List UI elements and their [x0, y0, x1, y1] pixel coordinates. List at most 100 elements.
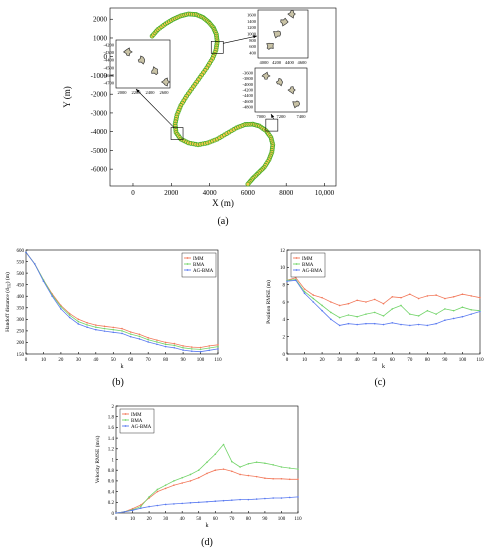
y-tick-label-b: 150	[17, 353, 25, 358]
data-point-imm	[409, 293, 411, 296]
y-tick-label-a: -6000	[91, 166, 108, 174]
x-tick-label-a: 4000	[203, 189, 218, 197]
trajectory-point	[245, 181, 251, 187]
inset-x-tick-label: 2200	[132, 90, 142, 95]
data-point-imm	[382, 302, 385, 305]
y-axis-label-d: Velocity RMSE (m/s)	[94, 436, 101, 484]
data-point-ag-bma	[189, 502, 192, 504]
data-point-ag-bma	[297, 496, 299, 498]
legend-marker-ag-bma	[186, 269, 189, 271]
inset-y-tick-label: 1200	[247, 25, 257, 30]
data-point-ag-bma	[156, 343, 158, 346]
x-tick-label-b: 80	[163, 358, 169, 363]
inset-arrow-top	[223, 35, 258, 44]
x-tick-label-c: 90	[442, 358, 448, 363]
x-tick-label-a: 0	[131, 189, 135, 197]
data-point-imm	[199, 346, 202, 349]
data-point-ag-bma	[461, 315, 464, 318]
data-point-imm	[321, 296, 323, 299]
x-tick-label-c: 80	[425, 358, 431, 363]
panel-label-c: (c)	[374, 377, 385, 388]
y-tick-label-b: 200	[17, 341, 25, 346]
data-point-ag-bma	[303, 292, 306, 295]
data-point-bma	[426, 309, 429, 312]
data-point-imm	[356, 299, 358, 302]
inset-blob	[151, 66, 159, 76]
x-axis-label-d: k	[206, 523, 209, 529]
data-point-imm	[197, 476, 200, 479]
data-point-imm	[191, 346, 193, 348]
data-point-ag-bma	[347, 322, 350, 325]
inset-y-tick-label: -4200	[104, 43, 115, 48]
data-point-imm	[214, 469, 217, 472]
data-point-bma	[231, 460, 233, 463]
data-point-imm	[303, 288, 306, 290]
x-tick-label-b: 40	[93, 358, 99, 363]
data-point-imm	[373, 298, 376, 301]
inset-arrow-left-head	[136, 89, 140, 93]
panel-label-a: (a)	[217, 216, 228, 227]
data-point-ag-bma	[121, 332, 123, 335]
legend-marker-bma	[124, 419, 127, 421]
data-point-imm	[461, 293, 464, 296]
data-point-ag-bma	[400, 323, 402, 326]
data-point-imm	[417, 297, 420, 300]
inset-y-tick-label: 1400	[247, 19, 257, 24]
data-point-bma	[208, 347, 211, 349]
y-tick-label-c: 8	[283, 283, 286, 288]
x-tick-label-a: 10,000	[315, 189, 335, 197]
data-point-imm	[288, 478, 291, 481]
series-line-ag-bma	[115, 496, 299, 514]
y-tick-label-b: 400	[17, 295, 25, 300]
data-point-ag-bma	[247, 498, 250, 501]
data-point-bma	[391, 308, 394, 310]
data-point-bma	[214, 453, 217, 455]
data-point-imm	[330, 301, 332, 303]
data-point-imm	[164, 341, 167, 344]
inset-y-tick-label: -3600	[243, 71, 254, 76]
data-point-imm	[217, 343, 219, 346]
data-point-ag-bma	[382, 323, 385, 326]
data-point-ag-bma	[173, 346, 176, 349]
inset-y-tick-label: 800	[249, 38, 257, 43]
data-point-imm	[156, 490, 159, 493]
data-point-bma	[247, 462, 250, 465]
legend-box-d	[119, 408, 155, 434]
data-point-bma	[321, 304, 323, 307]
zoom-box-top	[210, 41, 224, 54]
data-point-imm	[68, 312, 71, 315]
data-point-imm	[400, 296, 402, 299]
inset-y-tick-label: -4800	[243, 105, 254, 110]
data-point-bma	[112, 328, 115, 331]
inset-x-tick-label: 7000	[257, 114, 267, 119]
inset-y-tick-label: -4700	[104, 81, 115, 86]
data-point-ag-bma	[140, 507, 142, 509]
data-point-ag-bma	[123, 511, 126, 513]
inset-blob	[273, 30, 282, 39]
zoom-box-left	[170, 127, 184, 140]
data-point-bma	[147, 338, 149, 341]
data-point-bma	[60, 305, 62, 308]
data-point-imm	[129, 331, 132, 333]
data-point-ag-bma	[191, 350, 193, 353]
inset-y-tick-label: -4000	[243, 82, 254, 87]
data-point-ag-bma	[426, 324, 429, 327]
legend-label-ag-bma: AG-BMA	[302, 269, 323, 274]
y-tick-label-a: -2000	[91, 91, 108, 99]
data-point-ag-bma	[312, 301, 315, 303]
data-point-bma	[288, 467, 291, 469]
inset-blob	[287, 9, 296, 19]
y-tick-label-a: -3000	[91, 109, 108, 117]
data-point-imm	[208, 345, 211, 347]
data-point-imm	[222, 468, 225, 470]
inset-y-tick-label: -4400	[104, 58, 115, 63]
x-axis-label-b: k	[121, 364, 124, 370]
data-point-ag-bma	[280, 497, 283, 499]
y-tick-label-b: 550	[17, 260, 25, 265]
data-point-ag-bma	[470, 313, 473, 315]
data-point-bma	[356, 315, 358, 318]
data-point-imm	[182, 345, 184, 347]
data-point-bma	[182, 346, 184, 349]
inset-x-tick-label: 4000	[260, 60, 270, 65]
data-point-ag-bma	[206, 500, 208, 503]
